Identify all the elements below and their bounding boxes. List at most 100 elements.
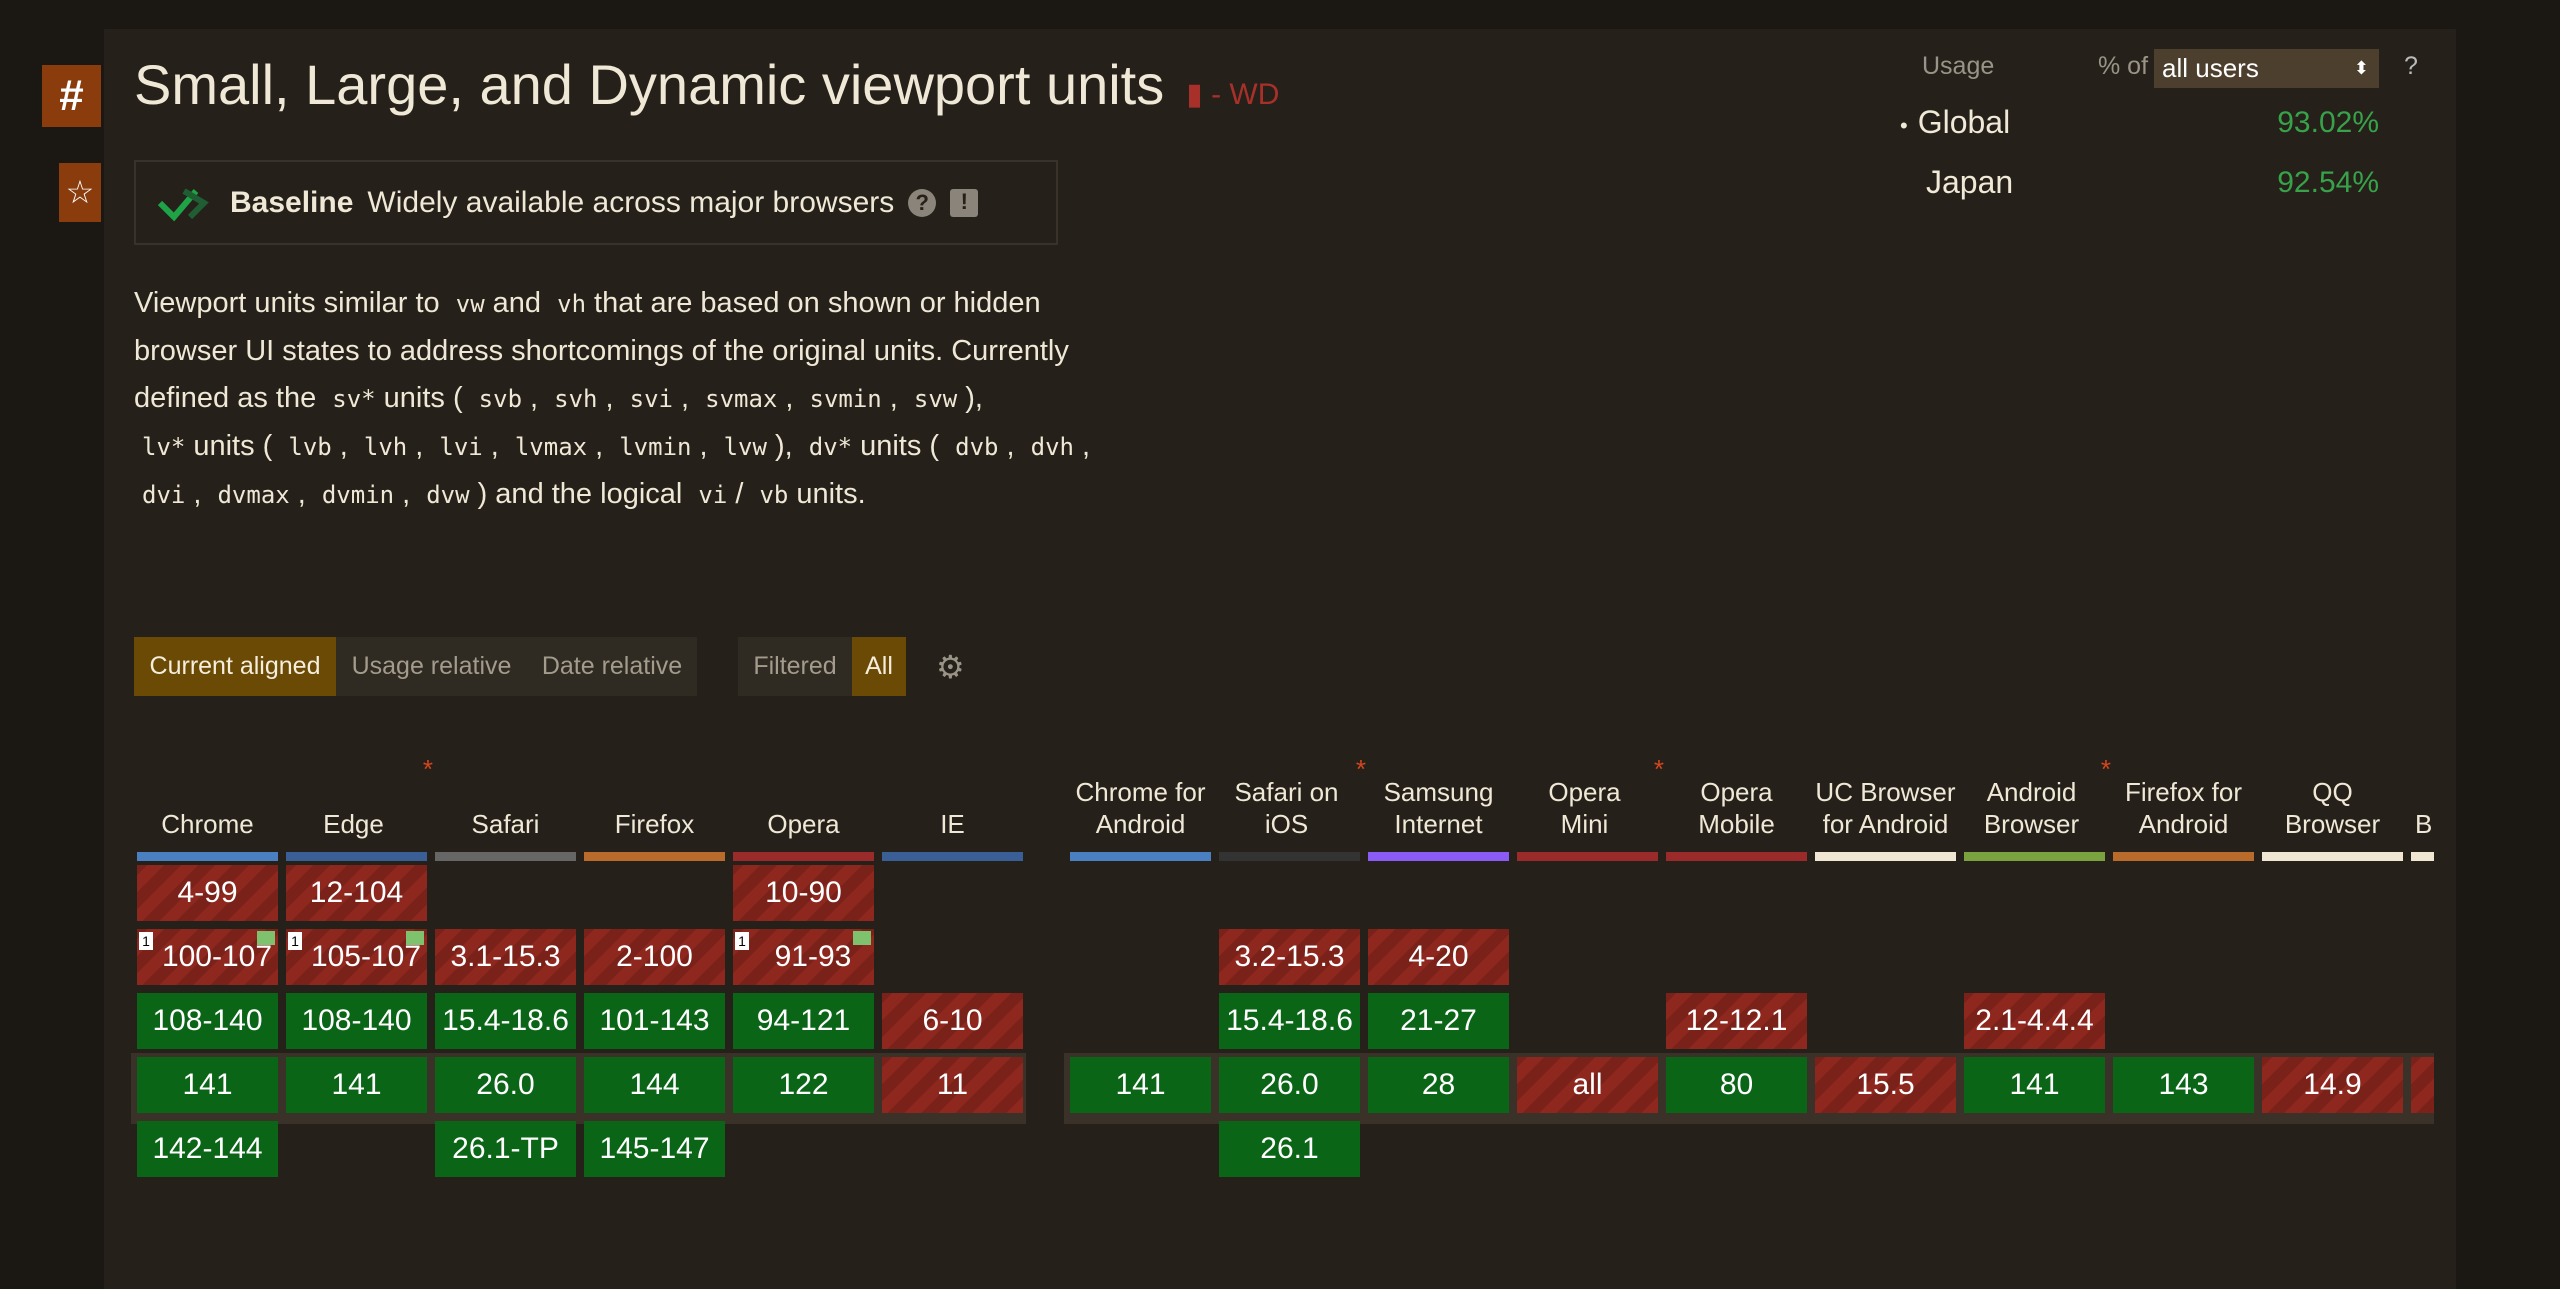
unsupported-version-cell[interactable]: 15.5 [1815,1057,1956,1113]
unsupported-version-cell[interactable]: all [1517,1057,1658,1113]
version-range: 15.4-18.6 [442,1004,569,1037]
browser-header[interactable]: Samsung Internet [1383,777,1494,839]
supported-version-cell[interactable]: 15.4-18.6 [435,993,576,1049]
browser-header[interactable]: Edge [323,809,384,839]
version-range: 122 [778,1068,829,1101]
supported-version-cell[interactable]: 26.1-TP [435,1121,576,1177]
browser-header[interactable]: Opera [767,809,840,839]
browser-color-bar [1815,852,1956,861]
supported-version-cell[interactable]: 143 [2113,1057,2254,1113]
version-range: 4-20 [1408,940,1469,973]
description-text: , [1006,430,1015,462]
supported-version-cell[interactable]: 15.4-18.6 [1219,993,1360,1049]
browser-header[interactable]: IE [940,809,965,839]
version-range: 12-12.1 [1685,1004,1788,1037]
browser-header[interactable]: B [2415,809,2433,839]
supported-version-cell[interactable]: 142-144 [137,1121,278,1177]
browser-column: Safari on iOS * 3.2-15.3 15.4-18.6 26.0 26.1 [1219,0,1366,1256]
inline-code: svh [554,385,598,413]
region-global[interactable]: • Global [1900,104,2011,140]
supported-version-cell[interactable]: 141 [286,1057,427,1113]
browser-header[interactable]: UC Browser for Android [1815,777,1956,839]
supported-version-cell[interactable]: 122 [733,1057,874,1113]
browser-header[interactable]: Chrome for Android [1075,777,1206,839]
unsupported-version-cell[interactable]: 4-20 [1368,929,1509,985]
browser-header[interactable]: Safari on iOS [1234,777,1339,839]
browser-header[interactable]: Chrome [161,809,254,839]
supported-version-cell[interactable]: 26.0 [1219,1057,1360,1113]
unsupported-version-cell[interactable]: 12-104 [286,865,427,921]
browser-header[interactable]: Android Browser [1983,777,2080,839]
usage-scope-select[interactable]: all users ⬍ [2154,49,2379,88]
supported-version-cell[interactable]: 141 [1070,1057,1211,1113]
supported-version-cell[interactable]: 108-140 [137,993,278,1049]
browser-color-bar [1219,852,1360,861]
version-range: 141 [331,1068,382,1101]
description-text: units ( [193,430,273,462]
browser-color-bar [733,852,874,861]
supported-version-cell[interactable]: 28 [1368,1057,1509,1113]
supported-version-cell[interactable]: 26.0 [435,1057,576,1113]
version-range: 10-90 [765,876,842,909]
supported-version-cell[interactable]: 26.1 [1219,1121,1360,1177]
unsupported-version-cell[interactable]: 4-99 [137,865,278,921]
unsupported-version-cell[interactable]: 3.1-15.3 [435,929,576,985]
version-range: 26.0 [476,1068,535,1101]
unsupported-version-cell[interactable]: 105-107 1 [286,929,427,985]
unsupported-version-cell[interactable]: 2-100 [584,929,725,985]
inline-code: dvi [142,481,186,509]
note-badge[interactable]: 1 [735,932,749,950]
unsupported-version-cell[interactable]: 2.1-4.4.4 [1964,993,2105,1049]
supported-version-cell[interactable]: 21-27 [1368,993,1509,1049]
spec-status-link[interactable]: ▮ - WD [1186,77,1279,112]
anchor-link-button[interactable]: # [42,65,101,127]
help-icon[interactable]: ? [908,188,937,217]
note-badge[interactable]: 1 [139,932,153,950]
inline-code: sv* [332,385,376,413]
unsupported-version-cell[interactable]: 3.2-15.3 [1219,929,1360,985]
inline-code: vw [455,290,485,318]
unsupported-version-cell[interactable]: 11 [882,1057,1023,1113]
region-japan[interactable]: Japan [1926,164,2014,200]
unsupported-version-cell[interactable]: 12-12.1 [1666,993,1807,1049]
usage-help-link[interactable]: ? [2404,52,2418,80]
supported-version-cell[interactable]: 144 [584,1057,725,1113]
title-row: Small, Large, and Dynamic viewport units… [134,52,1279,117]
browser-header[interactable]: Opera Mobile [1698,777,1775,839]
unsupported-version-cell[interactable]: 91-93 1 [733,929,874,985]
all-button[interactable]: All [852,637,906,696]
version-range: 26.0 [1260,1068,1319,1101]
inline-code: vi [698,481,728,509]
unsupported-version-cell[interactable]: 14.9 [2262,1057,2403,1113]
filtered-button[interactable]: Filtered [738,637,852,696]
supported-version-cell[interactable]: 94-121 [733,993,874,1049]
usage-relative-button[interactable]: Usage relative [336,637,527,696]
browser-header[interactable]: Safari [471,809,540,839]
inline-code: lv* [142,433,186,461]
browser-header[interactable]: Firefox [614,809,695,839]
unsupported-version-cell[interactable]: 6-10 [882,993,1023,1049]
current-aligned-button[interactable]: Current aligned [134,637,336,696]
document-icon: ▮ [1186,78,1203,111]
browser-header[interactable]: Opera Mini [1548,777,1621,839]
supported-version-cell[interactable]: 101-143 [584,993,725,1049]
supported-version-cell[interactable]: 141 [137,1057,278,1113]
supported-version-cell[interactable]: 141 [1964,1057,2105,1113]
inline-code: lvmin [619,433,692,461]
supported-version-cell[interactable]: 108-140 [286,993,427,1049]
star-icon[interactable]: ☆ [59,163,101,222]
feedback-icon[interactable]: ! [950,188,979,217]
description-text: , [699,430,708,462]
page-title: Small, Large, and Dynamic viewport units [134,53,1165,116]
unsupported-version-cell[interactable]: 10-90 [733,865,874,921]
settings-gear-icon[interactable]: ⚙ [936,649,965,685]
unsupported-version-cell[interactable] [2411,1057,2434,1113]
supported-version-cell[interactable]: 145-147 [584,1121,725,1177]
description-text: units. [796,478,866,510]
browser-header[interactable]: Firefox for Android [2124,777,2243,839]
supported-version-cell[interactable]: 80 [1666,1057,1807,1113]
browser-header[interactable]: QQ Browser [2284,777,2381,839]
unsupported-version-cell[interactable]: 100-107 1 [137,929,278,985]
note-badge[interactable]: 1 [288,932,302,950]
date-relative-button[interactable]: Date relative [527,637,697,696]
